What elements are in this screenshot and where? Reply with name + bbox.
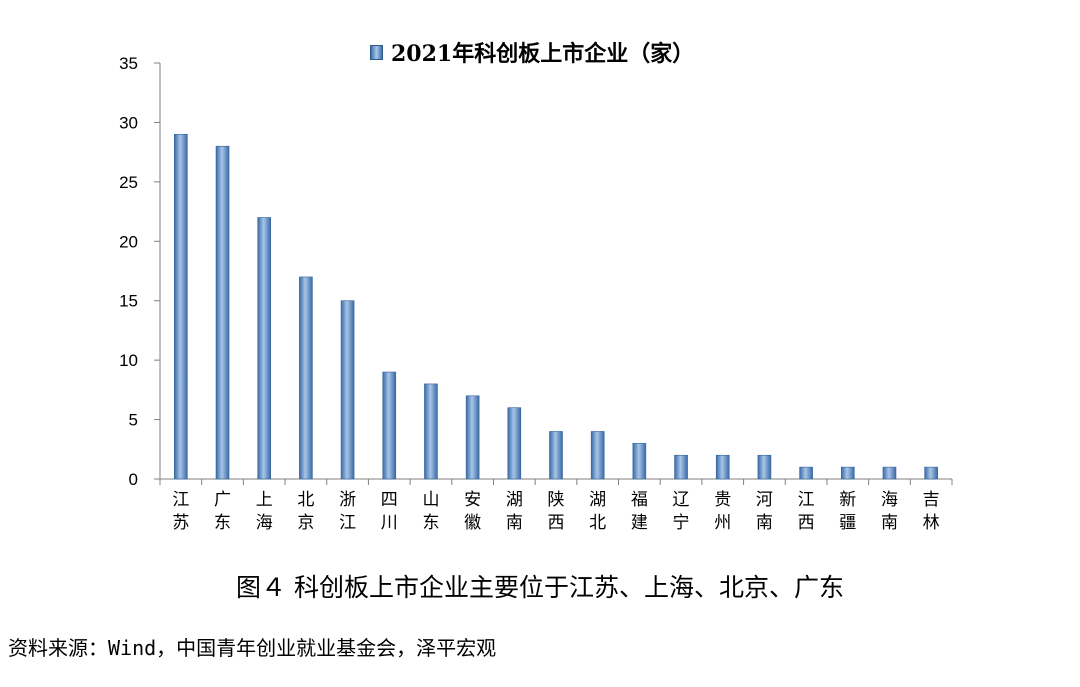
bar xyxy=(257,217,272,480)
x-tick-label: 吉林 xyxy=(923,490,940,533)
x-tick-label: 浙江 xyxy=(339,490,356,533)
bar xyxy=(632,443,647,480)
x-tick-label: 上海 xyxy=(256,490,273,533)
bar xyxy=(882,466,897,480)
legend: 2021年科创板上市企业（家） xyxy=(370,36,694,68)
bar xyxy=(465,395,480,480)
bar xyxy=(549,431,563,480)
bar xyxy=(340,300,355,480)
x-tick-label: 安徽 xyxy=(464,490,481,533)
y-tick-label: 25 xyxy=(119,173,138,192)
x-tick-label: 湖南 xyxy=(506,490,523,533)
y-tick-label: 10 xyxy=(119,351,138,370)
y-tick-label: 5 xyxy=(129,411,138,430)
bar xyxy=(674,454,688,480)
x-tick-label: 陕西 xyxy=(548,490,565,533)
bar xyxy=(757,454,772,480)
bar xyxy=(799,466,813,480)
x-tick-label: 贵州 xyxy=(714,490,731,533)
bar-chart: 0 5 10 15 20 25 30 35 江苏广东上海北京浙江四川山东安徽湖南陕西湖北福建辽… xyxy=(119,54,953,533)
bar xyxy=(174,134,188,480)
x-tick-label: 山东 xyxy=(422,490,439,533)
figure-caption: 图４ 科创板上市企业主要位于江苏、上海、北京、广东 xyxy=(236,573,844,602)
source-note: 资料来源：Wind，中国青年创业就业基金会，泽平宏观 xyxy=(8,636,497,660)
x-tick-label: 湖北 xyxy=(589,490,606,533)
x-tick-label: 新疆 xyxy=(839,490,856,533)
bar xyxy=(382,371,397,480)
x-tick-label: 河南 xyxy=(756,490,773,533)
bar xyxy=(299,276,313,480)
x-tick-label: 江西 xyxy=(798,490,815,533)
bar xyxy=(715,454,730,480)
y-axis: 0 5 10 15 20 25 30 35 xyxy=(119,54,161,489)
x-tick-label: 四川 xyxy=(381,490,398,533)
y-tick-label: 15 xyxy=(119,292,138,311)
x-tick-label: 江苏 xyxy=(172,490,189,533)
x-tick-label: 海南 xyxy=(881,490,898,533)
y-tick-label: 20 xyxy=(119,232,138,251)
x-tick-label: 福建 xyxy=(631,490,648,533)
bar xyxy=(924,466,938,480)
x-tick-label: 广东 xyxy=(214,490,231,533)
legend-label: 2021年科创板上市企业（家） xyxy=(391,41,695,67)
legend-swatch xyxy=(370,44,383,60)
bar xyxy=(840,466,855,480)
y-tick-label: 0 xyxy=(129,470,138,489)
bar xyxy=(424,383,438,480)
y-tick-label: 35 xyxy=(119,54,138,73)
bars xyxy=(174,134,938,480)
bar xyxy=(215,145,230,480)
x-tick-label: 辽宁 xyxy=(673,490,690,533)
y-tick-label: 30 xyxy=(119,113,138,132)
x-tick-label: 北京 xyxy=(297,490,314,533)
bar xyxy=(590,431,605,480)
bar xyxy=(507,407,522,480)
